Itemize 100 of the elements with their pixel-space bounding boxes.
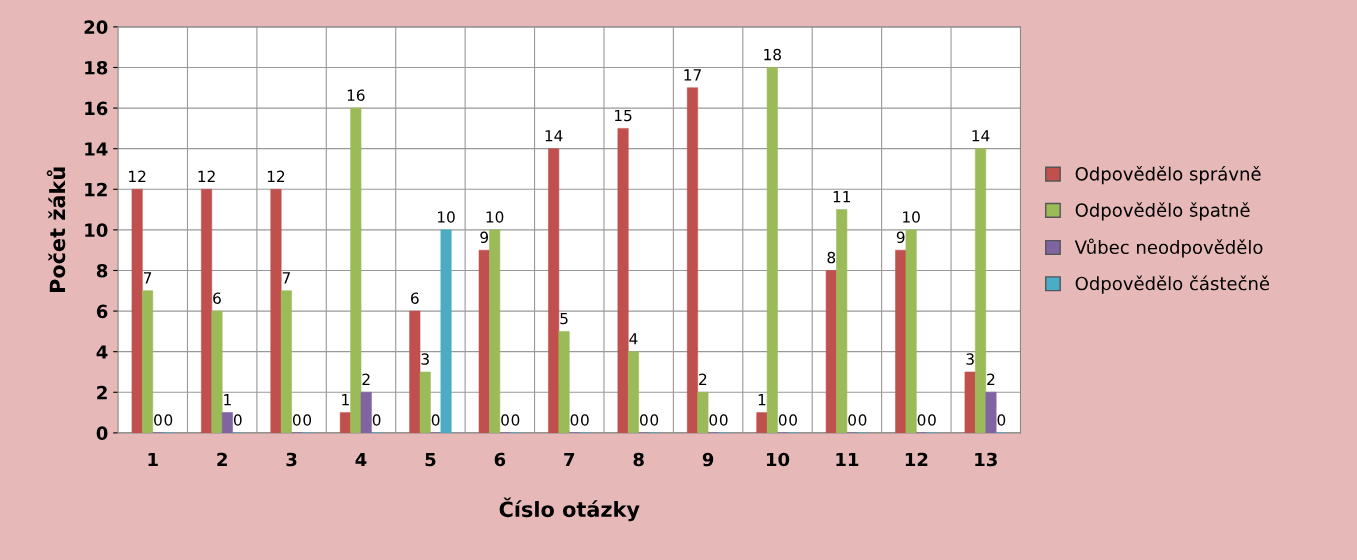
data-label: 10 xyxy=(486,211,504,223)
data-label: 14 xyxy=(972,130,990,142)
bar xyxy=(617,128,629,433)
y-tick-label: 10 xyxy=(85,223,108,237)
y-tick-label: 6 xyxy=(96,304,108,319)
y-tick-label: 20 xyxy=(84,20,108,34)
bar xyxy=(339,412,351,433)
data-label: 2 xyxy=(362,373,370,385)
data-label: 11 xyxy=(833,191,851,203)
bar xyxy=(440,229,452,433)
x-axis-title: Číslo otázky xyxy=(499,497,640,522)
data-label: 4 xyxy=(629,333,638,345)
bar xyxy=(478,249,490,433)
bar xyxy=(350,107,362,433)
bar xyxy=(836,209,848,433)
data-label: 1 xyxy=(758,394,766,406)
data-label: 17 xyxy=(684,69,701,81)
bar xyxy=(627,351,639,433)
data-label: 12 xyxy=(198,170,215,182)
x-tick-label: 12 xyxy=(905,452,928,467)
data-label: 0 xyxy=(431,414,440,426)
data-label: 1 xyxy=(224,394,231,406)
x-tick-label: 1 xyxy=(148,452,158,467)
data-label: 2 xyxy=(699,373,707,385)
data-label: 0 xyxy=(650,414,659,426)
x-tick-label: 5 xyxy=(425,452,436,467)
y-tick-label: 0 xyxy=(96,426,108,440)
x-tick-label: 6 xyxy=(494,452,506,467)
data-label: 10 xyxy=(903,211,920,223)
data-label: 16 xyxy=(347,89,365,101)
bar xyxy=(221,412,233,433)
data-label: 0 xyxy=(233,414,242,426)
bar xyxy=(201,189,213,433)
bar xyxy=(766,67,778,433)
x-tick-label: 13 xyxy=(975,452,997,467)
y-tick-label: 12 xyxy=(85,182,107,197)
bar xyxy=(975,148,987,433)
data-label: 0 xyxy=(581,414,589,426)
y-tick-label: 18 xyxy=(85,60,108,75)
bar xyxy=(360,392,372,433)
data-label: 0 xyxy=(719,414,728,426)
bar xyxy=(558,331,570,433)
x-tick-label: 7 xyxy=(564,452,575,467)
data-label: 18 xyxy=(764,48,781,61)
data-label: 12 xyxy=(129,170,146,182)
data-label: 3 xyxy=(421,353,429,365)
data-label: 0 xyxy=(303,414,312,426)
bar xyxy=(211,310,223,433)
data-label: 8 xyxy=(827,251,836,264)
x-tick-label: 3 xyxy=(286,452,297,467)
bar xyxy=(142,290,154,433)
data-label: 10 xyxy=(438,211,455,223)
bar xyxy=(489,229,501,433)
data-label: 15 xyxy=(615,109,632,122)
y-tick-label: 16 xyxy=(85,101,108,116)
data-label: 0 xyxy=(164,414,173,426)
bar xyxy=(964,371,976,433)
bar xyxy=(270,189,282,433)
data-label: 0 xyxy=(640,414,648,426)
legend-label: Odpovědělo špatně xyxy=(1075,202,1250,221)
data-label: 0 xyxy=(709,414,718,426)
y-tick-label: 4 xyxy=(96,345,108,359)
bar xyxy=(131,189,143,433)
data-label: 0 xyxy=(858,414,867,426)
data-label: 7 xyxy=(143,272,152,284)
bar xyxy=(895,249,907,433)
data-label: 14 xyxy=(545,130,563,142)
bar xyxy=(825,270,837,433)
data-label: 2 xyxy=(987,373,995,385)
data-label: 6 xyxy=(213,292,221,304)
bar xyxy=(697,392,709,433)
legend-label: Odpovědělo správně xyxy=(1075,165,1261,185)
bar xyxy=(905,229,917,433)
data-label: 0 xyxy=(511,414,520,426)
bar xyxy=(985,392,997,433)
data-label: 0 xyxy=(848,414,856,426)
data-label: 7 xyxy=(282,272,290,284)
bar xyxy=(686,87,698,433)
data-label: 0 xyxy=(917,414,926,426)
x-tick-label: 8 xyxy=(633,452,644,467)
bar xyxy=(409,310,421,433)
x-tick-label: 4 xyxy=(355,452,367,467)
data-label: 0 xyxy=(997,414,1006,426)
y-axis-title: Počet žáků xyxy=(46,167,66,293)
data-label: 6 xyxy=(411,292,419,304)
data-label: 9 xyxy=(480,231,489,244)
data-label: 5 xyxy=(560,312,568,325)
data-label: 3 xyxy=(966,353,974,365)
legend-label: Vůbec neodpovědělo xyxy=(1074,238,1263,258)
x-tick-label: 11 xyxy=(836,452,859,467)
data-label: 0 xyxy=(372,414,381,426)
data-label: 0 xyxy=(928,414,936,426)
data-label: 0 xyxy=(501,414,509,426)
data-label: 0 xyxy=(154,414,162,426)
data-label: 9 xyxy=(896,231,905,244)
x-tick-label: 9 xyxy=(702,452,714,467)
y-tick-label: 14 xyxy=(85,142,108,156)
data-label: 12 xyxy=(267,170,285,182)
y-tick-label: 8 xyxy=(96,263,108,278)
legend-label: Odpovědělo částečně xyxy=(1075,275,1270,294)
